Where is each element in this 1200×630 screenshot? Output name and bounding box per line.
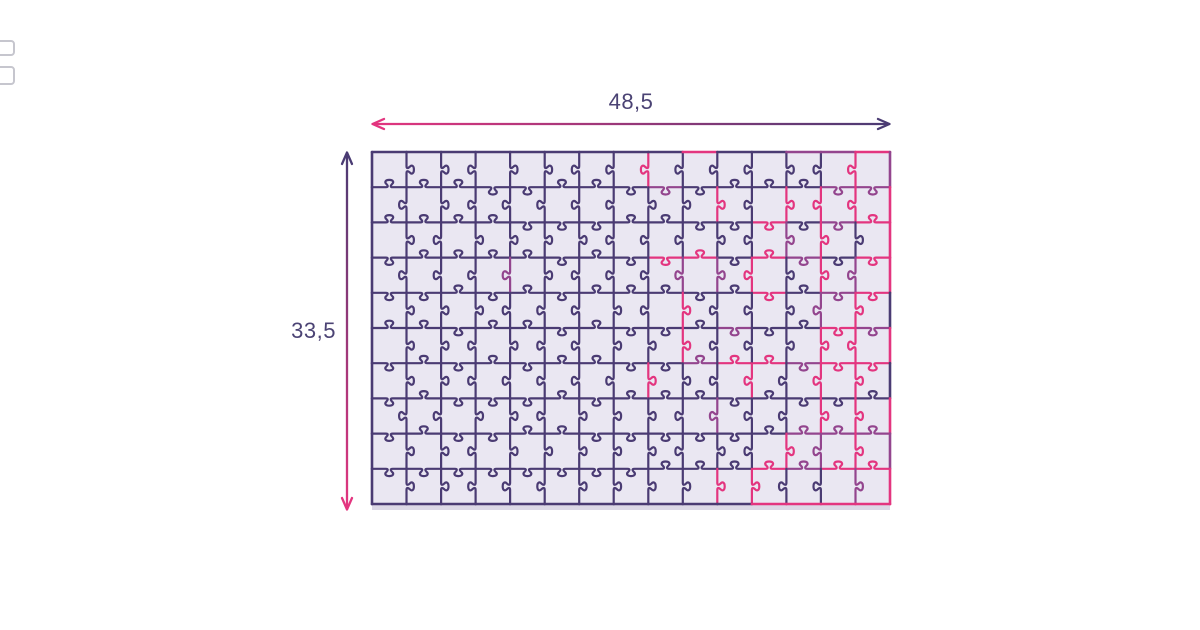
cropped-thumbnail-fragment (0, 66, 15, 85)
height-dimension-label: 33,5 (291, 318, 336, 343)
cropped-thumbnail-fragment (0, 40, 15, 56)
width-dimension-label: 48,5 (608, 89, 654, 114)
